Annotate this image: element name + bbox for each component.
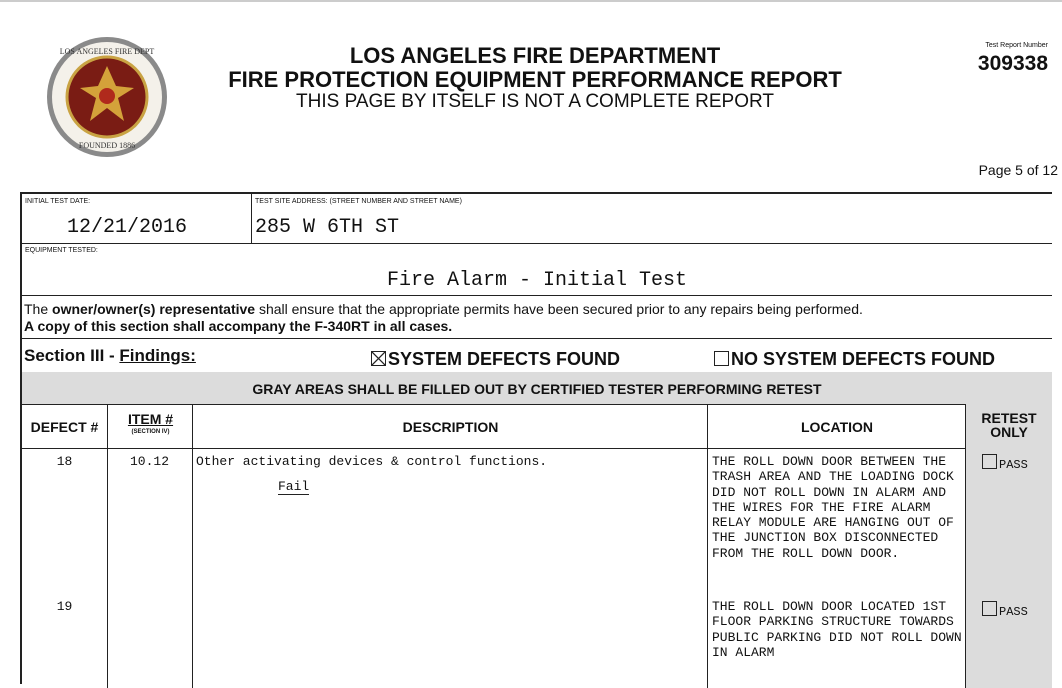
col-item: ITEM # (SECTION IV) <box>107 404 193 448</box>
report-title: FIRE PROTECTION EQUIPMENT PERFORMANCE RE… <box>228 67 842 92</box>
date-address-row: INITIAL TEST DATE: 12/21/2016 TEST SITE … <box>22 194 1052 244</box>
section-label: Section III - <box>24 346 120 365</box>
defect-number: 19 <box>56 599 73 614</box>
item-subheader: (SECTION IV) <box>131 429 170 435</box>
item-header: ITEM # <box>127 411 174 427</box>
checkbox-icon[interactable] <box>982 601 997 616</box>
report-number: 309338 <box>977 52 1048 75</box>
lafd-seal-logo: LOS ANGELES FIRE DEPT FOUNDED 1886 <box>47 37 167 157</box>
no-defects-label: NO SYSTEM DEFECTS FOUND <box>731 349 996 369</box>
location: THE ROLL DOWN DOOR LOCATED 1ST FLOOR PAR… <box>712 599 962 660</box>
item-number: 10.12 <box>129 454 169 469</box>
report-number-label: Test Report Number <box>985 42 1048 49</box>
defects-found-label: SYSTEM DEFECTS FOUND <box>388 349 621 369</box>
gray-note-row: GRAY AREAS SHALL BE FILLED OUT BY CERTIF… <box>22 372 1052 405</box>
notice-row: The owner/owner(s) representative shall … <box>22 295 1052 339</box>
date-label: INITIAL TEST DATE: <box>25 198 91 205</box>
gray-note: GRAY AREAS SHALL BE FILLED OUT BY CERTIF… <box>252 381 822 397</box>
report-subtitle: THIS PAGE BY ITSELF IS NOT A COMPLETE RE… <box>296 91 774 112</box>
svg-text:FOUNDED 1886: FOUNDED 1886 <box>79 141 135 150</box>
checkbox-icon[interactable] <box>714 351 729 366</box>
notice-line-1: The owner/owner(s) representative shall … <box>24 301 863 317</box>
col-retest: RETEST ONLY <box>965 404 1052 448</box>
equipment-value: Fire Alarm - Initial Test <box>386 269 688 292</box>
equipment-row: EQUIPMENT TESTED: Fire Alarm - Initial T… <box>22 243 1052 296</box>
page-indicator: Page 5 of 12 <box>978 162 1058 178</box>
table-body: 18 10.12 Other activating devices & cont… <box>22 448 1052 688</box>
address-label: TEST SITE ADDRESS: (STREET NUMBER AND ST… <box>255 198 462 205</box>
notice-bold: owner/owner(s) representative <box>52 301 256 317</box>
org-name: LOS ANGELES FIRE DEPARTMENT <box>349 43 721 68</box>
top-border <box>0 0 1062 2</box>
location: THE ROLL DOWN DOOR BETWEEN THE TRASH ARE… <box>712 454 954 561</box>
svg-text:LOS ANGELES FIRE DEPT: LOS ANGELES FIRE DEPT <box>60 47 155 56</box>
col-location: LOCATION <box>707 404 966 448</box>
date-value: 12/21/2016 <box>67 216 188 239</box>
description: Other activating devices & control funct… <box>196 454 548 469</box>
address-field: TEST SITE ADDRESS: (STREET NUMBER AND ST… <box>251 194 1052 243</box>
equipment-label: EQUIPMENT TESTED: <box>25 247 98 254</box>
notice-text: The <box>24 301 53 317</box>
no-defects-option[interactable]: NO SYSTEM DEFECTS FOUND <box>714 349 995 370</box>
findings-label: Findings: <box>119 346 196 365</box>
defects-found-option[interactable]: SYSTEM DEFECTS FOUND <box>371 349 620 370</box>
col-defect: DEFECT # <box>30 419 99 435</box>
defect-number: 18 <box>56 454 73 469</box>
pass-label: PASS <box>999 605 1028 619</box>
date-field: INITIAL TEST DATE: 12/21/2016 <box>22 194 251 243</box>
table-row: 18 10.12 Other activating devices & cont… <box>22 448 1052 600</box>
notice-line-2: A copy of this section shall accompany t… <box>24 318 453 334</box>
findings-form: INITIAL TEST DATE: 12/21/2016 TEST SITE … <box>20 192 1052 688</box>
result: Fail <box>278 479 310 495</box>
col-description: DESCRIPTION <box>192 404 708 448</box>
pass-label: PASS <box>999 458 1028 472</box>
section-row: Section III - Findings: SYSTEM DEFECTS F… <box>22 338 1052 373</box>
pass-option[interactable]: PASS <box>982 454 1028 472</box>
table-row: 19 THE ROLL DOWN DOOR LOCATED 1ST FLOOR … <box>22 599 1052 669</box>
notice-text-2: shall ensure that the appropriate permit… <box>255 301 863 317</box>
checkbox-icon[interactable] <box>982 454 997 469</box>
address-value: 285 W 6TH ST <box>255 216 400 239</box>
checked-checkbox-icon[interactable] <box>371 351 386 366</box>
table-header: DEFECT # ITEM # (SECTION IV) DESCRIPTION … <box>22 404 1052 449</box>
pass-option[interactable]: PASS <box>982 601 1028 619</box>
section-title: Section III - Findings: <box>24 346 196 366</box>
